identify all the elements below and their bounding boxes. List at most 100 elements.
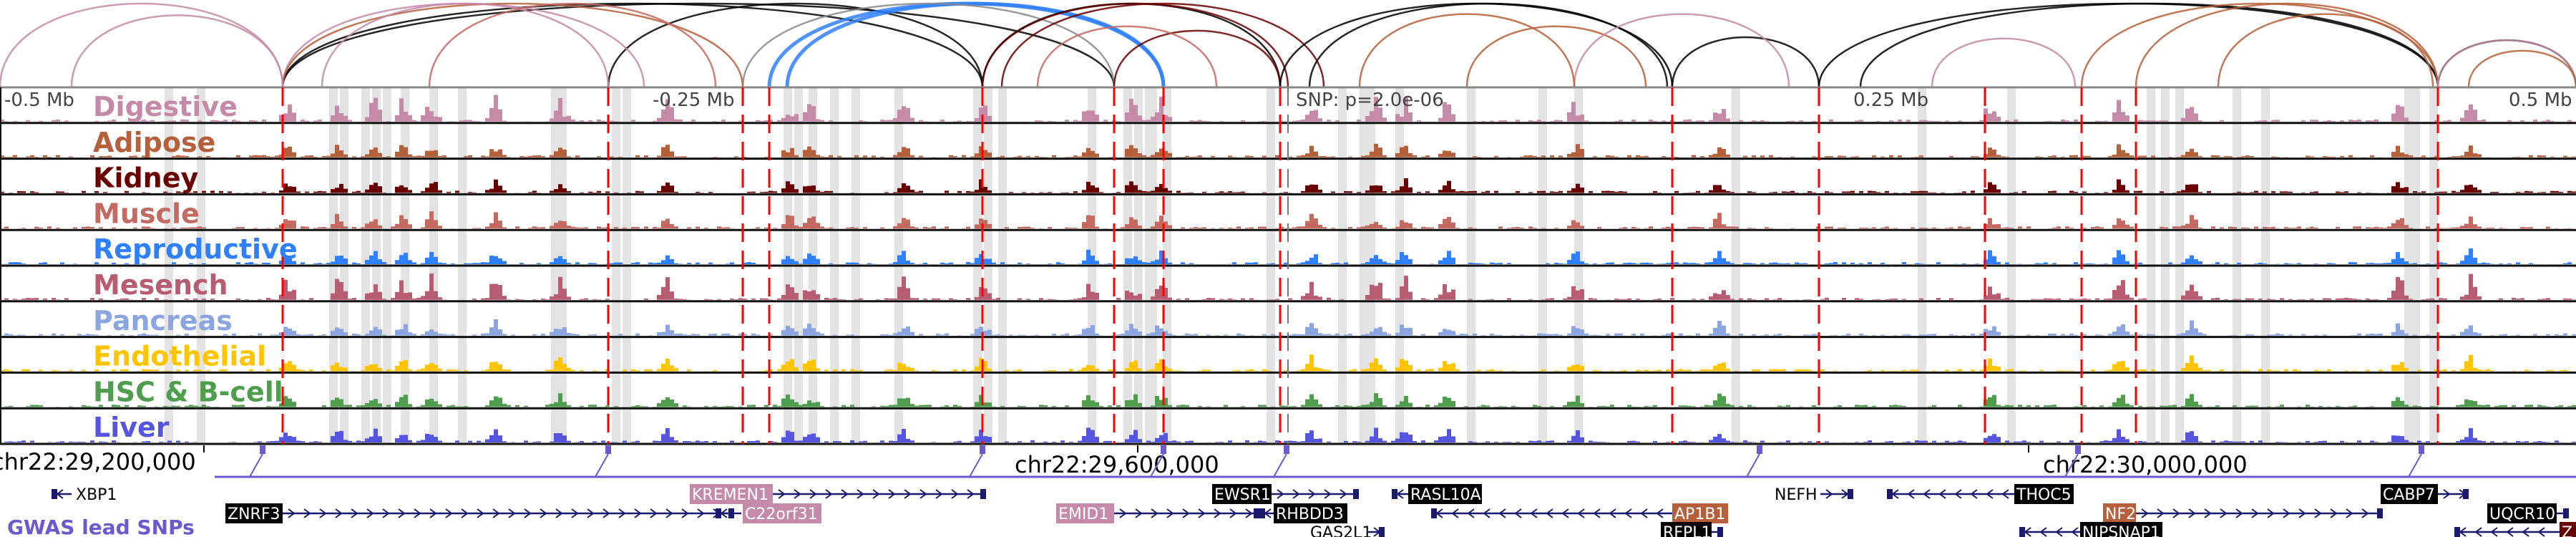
gwas-snp-connector	[969, 453, 983, 478]
strand-arrow-icon	[888, 489, 896, 499]
strand-arrow-icon	[540, 508, 547, 518]
strand-arrow-icon	[1198, 508, 1206, 518]
strand-arrow-icon	[951, 489, 959, 499]
gene-label-background	[2381, 484, 2438, 504]
loop-arc	[2217, 13, 2434, 88]
track-label: Digestive	[93, 91, 238, 122]
strand-arrow-icon	[1546, 508, 1553, 518]
loop-arc	[281, 2, 744, 88]
gene-label: NEFH	[1775, 486, 1818, 504]
gene-ap1b1: AP1B1	[1431, 503, 1728, 523]
strand-arrow-icon	[555, 508, 563, 518]
exon-block	[980, 489, 986, 499]
strand-arrow-icon	[508, 508, 516, 518]
gene-kremen1: KREMEN1	[690, 484, 986, 504]
strand-arrow-icon	[1593, 508, 1601, 518]
axis-label-plus-half: 0.5 Mb	[2509, 90, 2572, 111]
strand-arrow-icon	[1923, 489, 1931, 499]
gene-cabp7: CABP7	[2381, 484, 2469, 504]
gene-xbp1: XBP1	[52, 486, 117, 504]
axis-label-snp: SNP: p=2.0e-06	[1296, 90, 1444, 111]
strand-arrow-icon	[1182, 508, 1190, 518]
gene-label: EMID1	[1058, 505, 1108, 523]
exon-block	[52, 489, 57, 499]
gene-nefh: NEFH	[1775, 486, 1853, 504]
strand-arrow-icon	[461, 508, 469, 518]
strand-arrow-icon	[778, 489, 786, 499]
loop-arc	[2436, 39, 2576, 88]
exon-block	[1353, 489, 1359, 499]
loop-arc	[2135, 2, 2439, 88]
strand-arrow-icon	[303, 508, 311, 518]
loop-arc	[1036, 25, 1218, 88]
gwas-snp-connector	[1273, 453, 1287, 478]
strand-arrow-icon	[2055, 527, 2063, 537]
gene-label: XBP1	[76, 486, 117, 504]
gwas-snp-connector	[1150, 453, 1164, 478]
loop-arc	[2467, 49, 2576, 88]
strand-arrow-icon	[524, 508, 532, 518]
strand-arrow-icon	[1467, 508, 1475, 518]
gwas-snp-marker	[605, 445, 611, 454]
exon-block	[716, 508, 721, 518]
strand-arrow-icon	[1483, 508, 1491, 518]
exon-block	[1431, 508, 1437, 518]
strand-arrow-icon	[1624, 508, 1632, 518]
gene-label: UQCR10	[2489, 505, 2555, 523]
gene-label-background	[2103, 503, 2136, 523]
strand-arrow-icon	[1308, 489, 1316, 499]
gene-label-background	[1408, 484, 1482, 504]
track-label: Liver	[93, 412, 170, 443]
gwas-snp-connector	[595, 453, 609, 478]
strand-arrow-icon	[2188, 508, 2196, 518]
gwas-snp-connector	[249, 453, 263, 478]
strand-arrow-icon	[2071, 527, 2079, 537]
axis-labels: -0.5 Mb -0.25 Mb SNP: p=2.0e-06 0.25 Mb …	[4, 90, 2572, 111]
strand-arrow-icon	[477, 508, 484, 518]
gwas-snp-marker	[980, 445, 985, 454]
gene-label-background	[225, 503, 283, 523]
strand-arrow-icon	[794, 489, 801, 499]
exon-block	[1717, 527, 1723, 537]
exon-block	[2563, 508, 2569, 518]
strand-arrow-icon	[1166, 508, 1174, 518]
coordinate-axis: chr22:29,200,000 chr22:29,600,000 chr22:…	[0, 445, 2248, 478]
gene-label: C22orf31	[745, 505, 818, 523]
loop-arc	[1573, 13, 1790, 88]
gwas-snp-marker	[260, 445, 265, 454]
gene-thoc5: THOC5	[1887, 484, 2074, 504]
strand-arrow-icon	[319, 508, 327, 518]
loop-arc	[0, 2, 284, 88]
loop-arc	[1671, 36, 1820, 88]
strand-arrow-icon	[1954, 489, 1962, 499]
strand-arrow-icon	[2039, 527, 2047, 537]
gene-znrf3: ZNRF3	[225, 503, 734, 523]
gene-label-background	[2487, 503, 2557, 523]
gene-label: NF2	[2105, 505, 2136, 523]
gene-label: Z	[2562, 524, 2572, 537]
strand-arrow-icon	[587, 508, 595, 518]
gene-label-background	[2560, 522, 2576, 537]
gwas-snp-connector	[1746, 453, 1760, 478]
strand-arrow-icon	[935, 489, 943, 499]
loop-arc	[785, 1, 1166, 88]
strand-arrow-icon	[872, 489, 880, 499]
gene-label: RHBDD3	[1276, 505, 1344, 523]
strand-arrow-icon	[665, 508, 673, 518]
strand-arrow-icon	[681, 508, 689, 518]
strand-arrow-icon	[2267, 508, 2275, 518]
gene-c22orf31: C22orf31	[716, 503, 821, 523]
strand-arrow-icon	[2361, 508, 2369, 518]
strand-arrow-icon	[2141, 508, 2149, 518]
strand-arrow-icon	[2314, 508, 2322, 518]
strand-arrow-icon	[1498, 508, 1506, 518]
track-label: Kidney	[93, 163, 198, 194]
exon-block	[1254, 508, 1259, 518]
strand-arrow-icon	[841, 489, 849, 499]
strand-arrow-icon	[2001, 489, 2009, 499]
strand-arrow-icon	[1656, 508, 1664, 518]
strand-arrow-icon	[650, 508, 658, 518]
exon-block	[2377, 508, 2383, 518]
loop-arc	[1279, 2, 1674, 88]
strand-arrow-icon	[634, 508, 642, 518]
